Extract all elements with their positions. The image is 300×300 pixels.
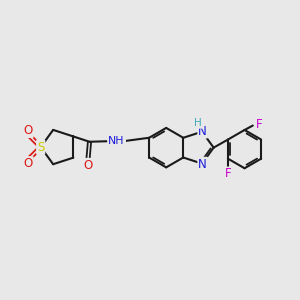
Text: F: F [256, 118, 262, 130]
Text: O: O [23, 157, 33, 170]
Text: O: O [83, 159, 93, 172]
Text: NH: NH [109, 136, 125, 146]
Text: H: H [194, 118, 202, 128]
Text: NH: NH [108, 136, 124, 146]
Text: S: S [37, 141, 44, 154]
Text: N: N [198, 124, 207, 138]
Text: F: F [225, 167, 231, 181]
Text: O: O [23, 124, 33, 137]
Text: N: N [198, 158, 207, 171]
